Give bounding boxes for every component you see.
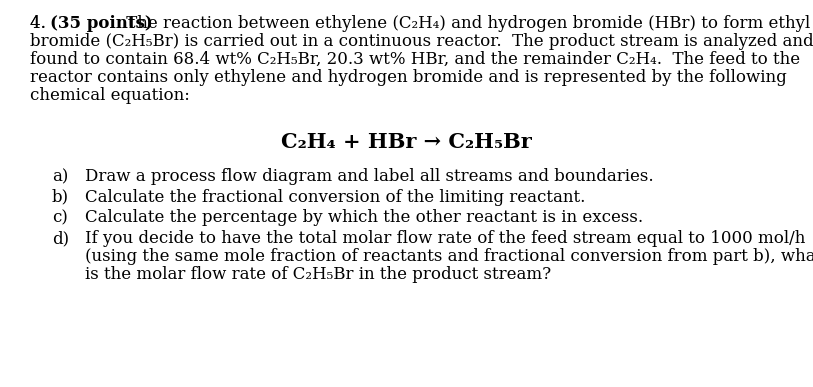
Text: is the molar flow rate of C₂H₅Br in the product stream?: is the molar flow rate of C₂H₅Br in the … xyxy=(85,266,551,283)
Text: The reaction between ethylene (C₂H₄) and hydrogen bromide (HBr) to form ethyl: The reaction between ethylene (C₂H₄) and… xyxy=(121,15,811,32)
Text: (using the same mole fraction of reactants and fractional conversion from part b: (using the same mole fraction of reactan… xyxy=(85,248,813,265)
Text: a): a) xyxy=(52,168,68,185)
Text: d): d) xyxy=(52,230,69,247)
Text: chemical equation:: chemical equation: xyxy=(30,87,190,104)
Text: Calculate the percentage by which the other reactant is in excess.: Calculate the percentage by which the ot… xyxy=(85,209,643,226)
Text: 4.: 4. xyxy=(30,15,51,32)
Text: Draw a process flow diagram and label all streams and boundaries.: Draw a process flow diagram and label al… xyxy=(85,168,654,185)
Text: reactor contains only ethylene and hydrogen bromide and is represented by the fo: reactor contains only ethylene and hydro… xyxy=(30,69,787,86)
Text: Calculate the fractional conversion of the limiting reactant.: Calculate the fractional conversion of t… xyxy=(85,189,585,206)
Text: 4.: 4. xyxy=(30,15,51,32)
Text: If you decide to have the total molar flow rate of the feed stream equal to 1000: If you decide to have the total molar fl… xyxy=(85,230,806,247)
Text: found to contain 68.4 wt% C₂H₅Br, 20.3 wt% HBr, and the remainder C₂H₄.  The fee: found to contain 68.4 wt% C₂H₅Br, 20.3 w… xyxy=(30,51,800,68)
Text: bromide (C₂H₅Br) is carried out in a continuous reactor.  The product stream is : bromide (C₂H₅Br) is carried out in a con… xyxy=(30,33,813,50)
Text: b): b) xyxy=(52,189,69,206)
Text: (35 points): (35 points) xyxy=(50,15,152,32)
Text: C₂H₄ + HBr → C₂H₅Br: C₂H₄ + HBr → C₂H₅Br xyxy=(281,132,532,152)
Text: c): c) xyxy=(52,209,67,226)
